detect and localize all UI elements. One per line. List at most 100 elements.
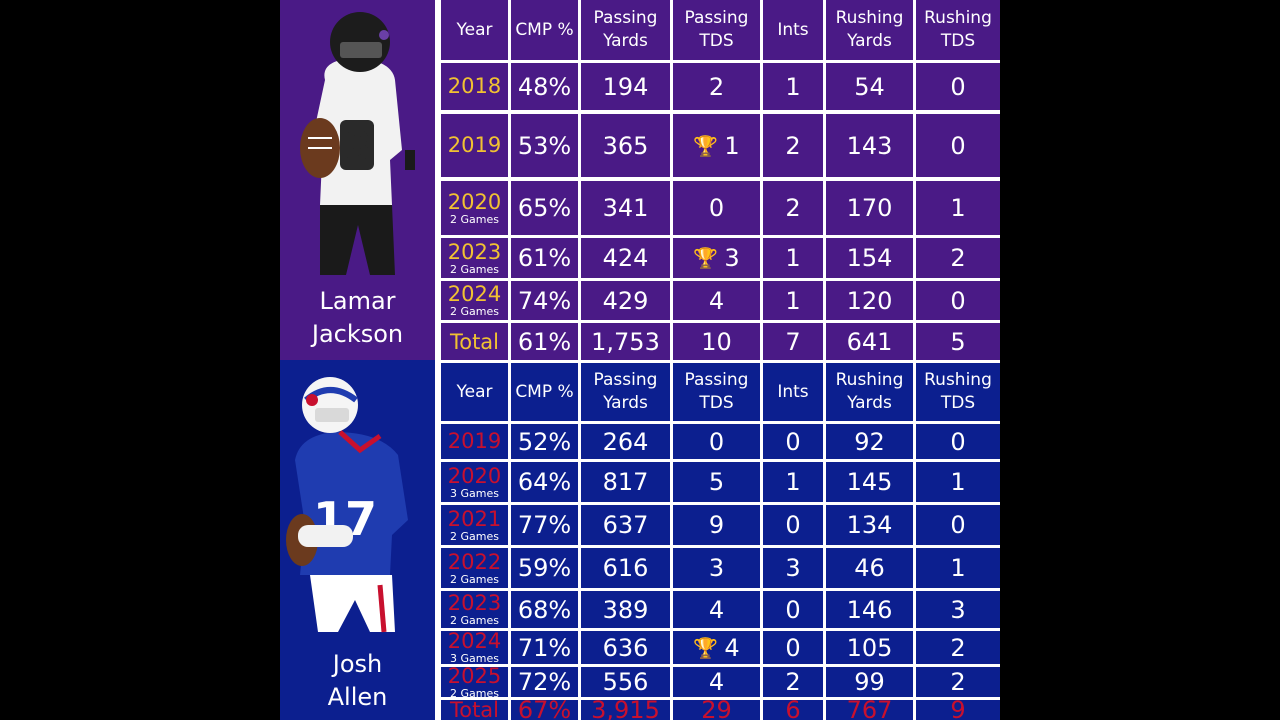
stat-value: 0 (785, 511, 801, 539)
stat-value: 0 (708, 194, 725, 222)
lamar-row-2024-pyds: 429 (581, 281, 670, 320)
stat-value: 429 (602, 286, 649, 315)
stat-value: 0 (785, 633, 801, 662)
josh-total-year: Total (441, 700, 508, 720)
lamar-row-2018-rtd: 0 (916, 63, 1000, 110)
lamar-row-2019-ptd: 🏆 1 (673, 114, 760, 177)
josh-row-2023-cmp: 68% (511, 591, 578, 628)
josh-row-2024-ptd: 🏆 4 (673, 631, 760, 664)
josh-row-2021-ryds: 134 (826, 505, 913, 545)
josh-header-rtd: Rushing TDS (916, 363, 1000, 421)
stat-value: 53% (517, 131, 572, 160)
lamar-row-2023-cmp: 61% (511, 238, 578, 278)
josh-row-2025-pyds: 556 (581, 667, 670, 697)
stat-value: 2 (950, 244, 966, 272)
josh-row-2022-ptd: 3 (673, 548, 760, 588)
season-year: 2022 (447, 549, 502, 574)
josh-row-2019-rtd: 0 (916, 424, 1000, 459)
josh-row-2022-ryds: 46 (826, 548, 913, 588)
lamar-row-2023-ryds: 154 (826, 238, 913, 278)
stat-value: 120 (846, 286, 893, 315)
josh-row-2021-cmp: 77% (511, 505, 578, 545)
stat-value: 424 (602, 244, 649, 272)
stat-value: 3 (785, 554, 801, 582)
josh-row-2023-year: 2023 2 Games (441, 591, 508, 628)
games-count: 2 Games (450, 212, 499, 226)
trophy-icon: 🏆 (693, 133, 719, 158)
stat-value: 2 (950, 633, 966, 662)
josh-row-2025-ptd: 4 (673, 667, 760, 697)
lamar-header-ptd: Passing TDS (673, 0, 760, 60)
stat-value: 64% (517, 468, 572, 496)
stat-value: 636 (602, 633, 649, 662)
josh-row-2024-pyds: 636 (581, 631, 670, 664)
josh-row-2024-ryds: 105 (826, 631, 913, 664)
josh-row-2022-ints: 3 (763, 548, 823, 588)
stat-value: 61% (517, 244, 572, 272)
stat-value: 1 (950, 194, 966, 222)
lamar-row-2020-ints: 2 (763, 181, 823, 235)
josh-header-pyds: Passing Yards (581, 363, 670, 421)
stat-value: 194 (602, 72, 649, 101)
stat-value: 143 (846, 131, 893, 160)
lamar-row-2024-year: 2024 2 Games (441, 281, 508, 320)
josh-row-2025-year: 2025 2 Games (441, 667, 508, 697)
stat-value: 0 (785, 427, 801, 456)
stat-value: 105 (846, 633, 893, 662)
stat-value: 0 (950, 131, 966, 160)
season-year: 2025 (447, 667, 502, 688)
josh-row-2019-ints: 0 (763, 424, 823, 459)
lamar-header-pyds: Passing Yards (581, 0, 670, 60)
stat-value: 92 (854, 427, 885, 456)
lamar-total-ptd: 10 (673, 323, 760, 360)
josh-row-2025-ints: 2 (763, 667, 823, 697)
stat-value: 146 (846, 595, 893, 624)
lamar-row-2024-ptd: 4 (673, 281, 760, 320)
josh-row-2022-rtd: 1 (916, 548, 1000, 588)
stat-value: 170 (846, 194, 893, 222)
trophy-icon: 🏆 (693, 246, 719, 270)
josh-header-cmp: CMP % (511, 363, 578, 421)
josh-total-cmp: 67% (511, 700, 578, 720)
games-count: 3 Games (450, 652, 499, 664)
stat-value: 2 (950, 668, 966, 696)
stat-value: 0 (785, 595, 801, 624)
stat-value: 264 (602, 427, 649, 456)
lamar-header-ryds: Rushing Yards (826, 0, 913, 60)
stat-value: 9 (708, 511, 725, 539)
stat-value: 637 (602, 511, 649, 539)
josh-row-2020-ryds: 145 (826, 462, 913, 502)
lamar-row-2020-rtd: 1 (916, 181, 1000, 235)
season-year: 2024 (447, 631, 502, 653)
josh-total-pyds: 3,915 (581, 700, 670, 720)
stat-value: 3 (708, 554, 725, 582)
lamar-row-2023-pyds: 424 (581, 238, 670, 278)
stat-value: 341 (602, 194, 649, 222)
josh-total-ryds: 767 (826, 700, 913, 720)
josh-total-ptd: 29 (673, 700, 760, 720)
lamar-header-year: Year (441, 0, 508, 60)
stat-value: 54 (854, 72, 885, 101)
josh-allen-panel: 17 Josh Allen (280, 360, 435, 720)
josh-row-2020-year: 2020 3 Games (441, 462, 508, 502)
lamar-total-rtd: 5 (916, 323, 1000, 360)
stat-value: 2 (785, 131, 801, 160)
stat-value: 48% (517, 72, 572, 101)
stat-value: 72% (517, 668, 572, 696)
stat-value: 5 (708, 468, 725, 496)
josh-row-2020-ptd: 5 (673, 462, 760, 502)
josh-row-2023-ryds: 146 (826, 591, 913, 628)
lamar-row-2019-pyds: 365 (581, 114, 670, 177)
josh-total-rtd: 9 (916, 700, 1000, 720)
lamar-header-ints: Ints (763, 0, 823, 60)
stat-value: 1 (950, 468, 966, 496)
josh-row-2019-pyds: 264 (581, 424, 670, 459)
season-year: 2023 (447, 591, 502, 615)
stat-value: 1 (785, 72, 801, 101)
season-year: 2024 (447, 282, 502, 306)
lamar-row-2020-cmp: 65% (511, 181, 578, 235)
stat-value: 4 (708, 286, 725, 315)
stat-value: 365 (602, 131, 649, 160)
trophy-icon: 🏆 (693, 635, 719, 660)
lamar-jackson-name: Lamar Jackson (311, 287, 404, 348)
